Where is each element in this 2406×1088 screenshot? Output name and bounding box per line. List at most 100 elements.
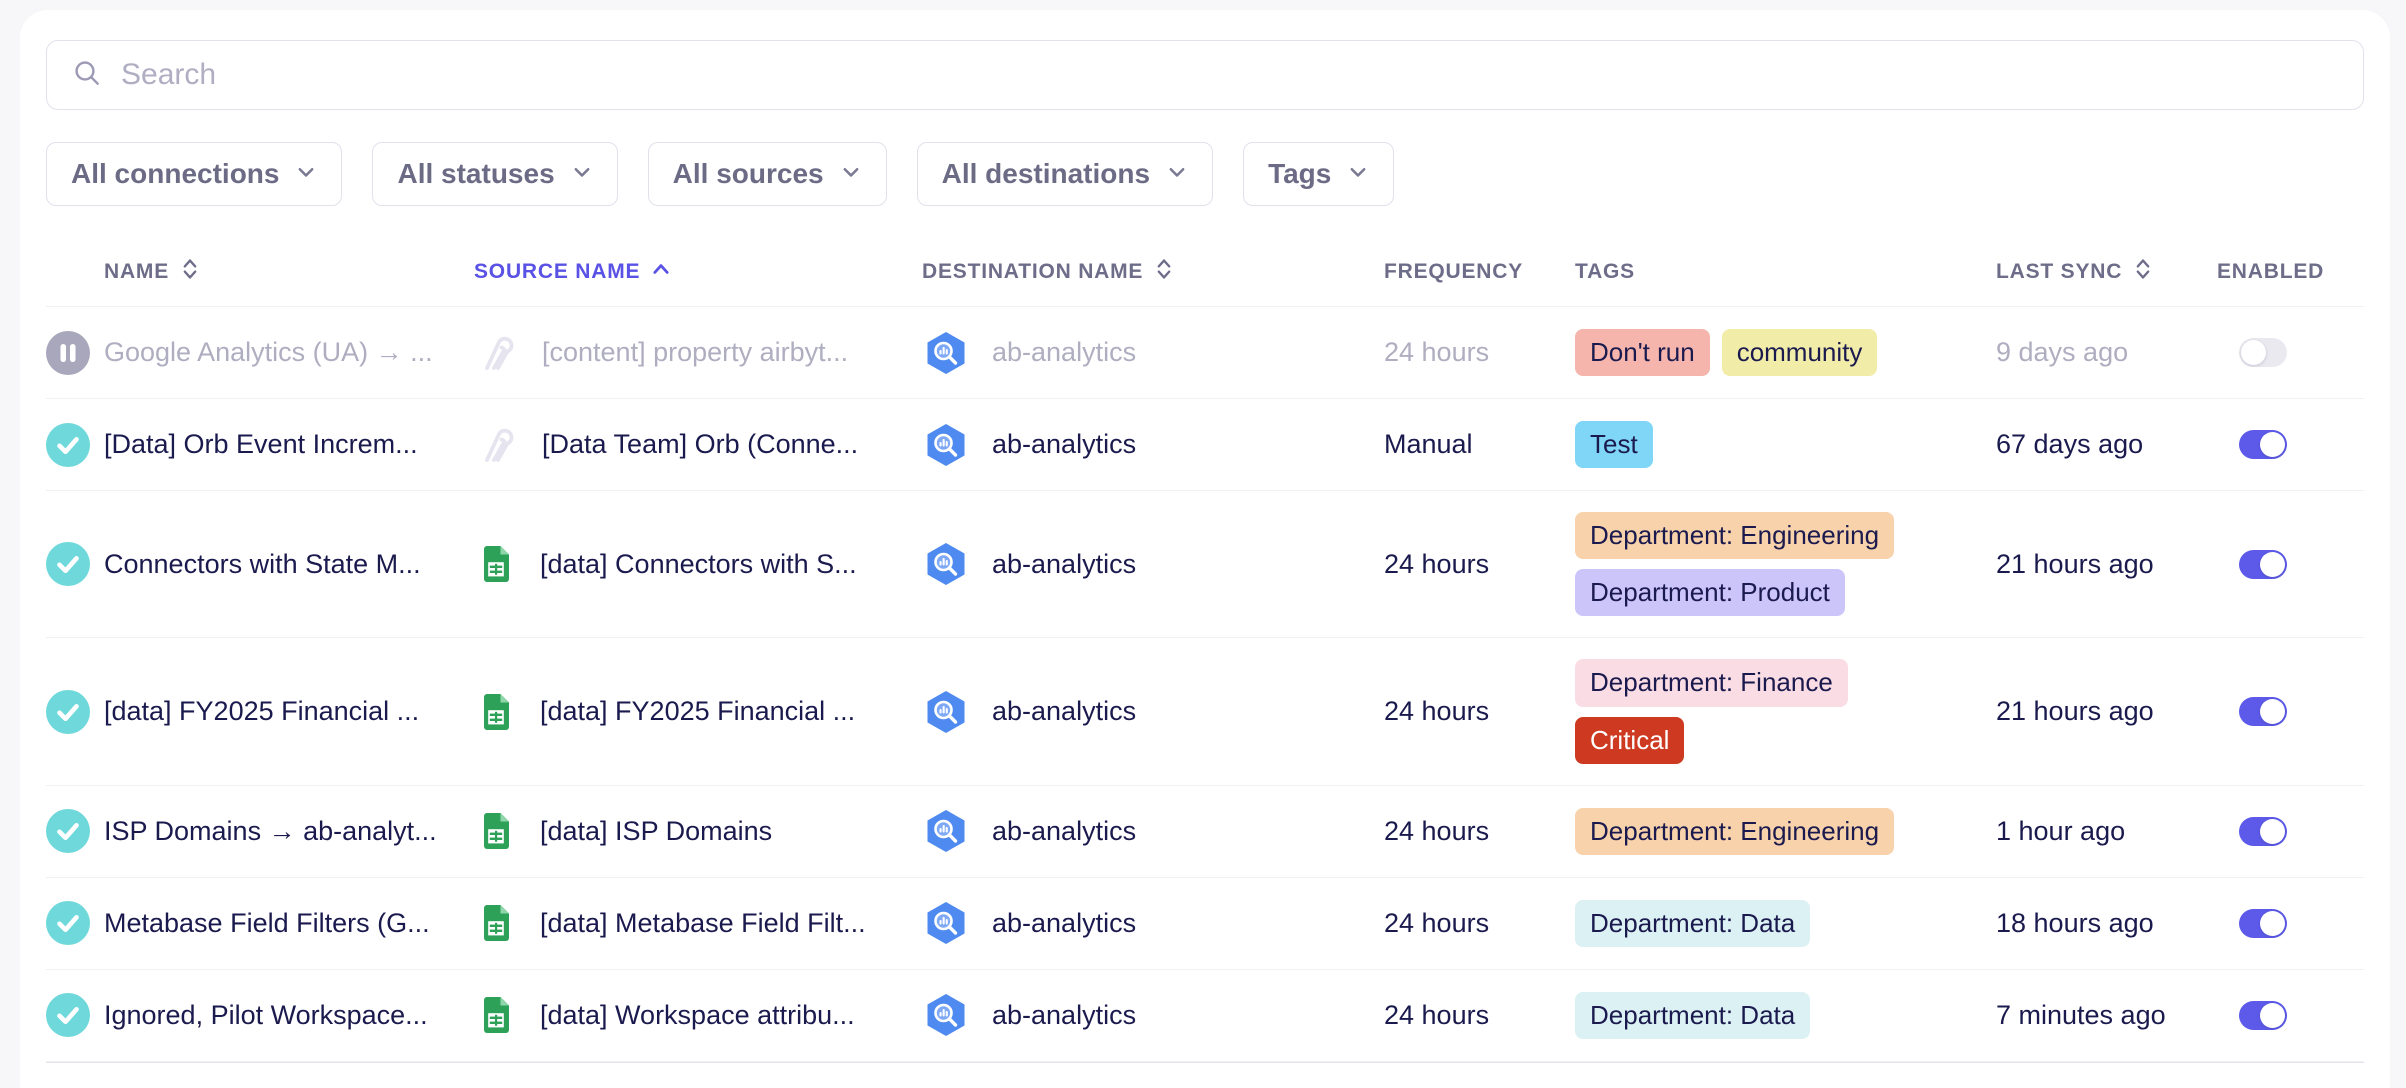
table-row[interactable]: Ignored, Pilot Workspace... [data] Works… bbox=[46, 969, 2364, 1062]
check-status-icon bbox=[46, 809, 90, 854]
tag: Department: Data bbox=[1575, 991, 1811, 1039]
filter-label: Tags bbox=[1268, 158, 1332, 189]
enabled-toggle[interactable] bbox=[2239, 1000, 2287, 1030]
enabled-toggle[interactable] bbox=[2239, 549, 2287, 579]
enabled-toggle[interactable] bbox=[2239, 908, 2287, 938]
connection-name: Metabase Field Filters (G... bbox=[104, 907, 430, 938]
sort-ascending-icon bbox=[650, 258, 672, 286]
table-row[interactable]: [data] FY2025 Financial ... [data] FY202… bbox=[46, 638, 2364, 786]
tag: Critical bbox=[1575, 716, 1685, 764]
sort-icon bbox=[179, 256, 201, 288]
connections-panel: All connections All statuses All sources… bbox=[20, 10, 2390, 1088]
source-name: [data] Connectors with S... bbox=[540, 548, 857, 579]
connection-name: ISP Domains → ab-analyt... bbox=[104, 815, 437, 846]
tag: Department: Finance bbox=[1575, 659, 1848, 707]
search-input[interactable] bbox=[121, 58, 2339, 92]
column-label: FREQUENCY bbox=[1384, 260, 1524, 283]
table-row[interactable]: Google Analytics (UA) → ... [content] pr… bbox=[46, 307, 2364, 399]
column-label: NAME bbox=[104, 260, 170, 283]
airbyte-icon bbox=[474, 330, 520, 376]
last-sync: 21 hours ago bbox=[1996, 548, 2154, 579]
tag: Department: Engineering bbox=[1575, 807, 1895, 855]
frequency: 24 hours bbox=[1384, 337, 1490, 367]
source-name: [data] Metabase Field Filt... bbox=[540, 907, 866, 938]
tags-cell: Test bbox=[1575, 420, 1653, 469]
google-sheets-icon bbox=[474, 690, 518, 734]
tags-cell: Department: Engineering bbox=[1575, 807, 1895, 855]
column-header-frequency: FREQUENCY bbox=[1384, 260, 1575, 284]
frequency: 24 hours bbox=[1384, 815, 1490, 846]
connection-name: [data] FY2025 Financial ... bbox=[104, 696, 420, 727]
connection-name: [Data] Orb Event Increm... bbox=[104, 429, 418, 459]
tags-cell: Don't run community bbox=[1575, 328, 1878, 377]
filter-label: All connections bbox=[71, 158, 280, 189]
last-sync: 1 hour ago bbox=[1996, 815, 2126, 846]
column-header-source-name[interactable]: SOURCE NAME bbox=[474, 258, 922, 286]
last-sync: 67 days ago bbox=[1996, 429, 2144, 459]
sort-icon bbox=[1153, 256, 1175, 288]
google-sheets-icon bbox=[474, 809, 518, 853]
destination-name: ab-analytics bbox=[992, 337, 1137, 367]
source-name: [data] FY2025 Financial ... bbox=[540, 696, 856, 727]
source-name: [Data Team] Orb (Conne... bbox=[542, 429, 859, 459]
filter-label: All statuses bbox=[397, 158, 555, 189]
chevron-down-icon bbox=[1166, 158, 1188, 190]
tag: Test bbox=[1575, 420, 1653, 469]
column-label: TAGS bbox=[1575, 260, 1635, 283]
frequency: 24 hours bbox=[1384, 548, 1490, 579]
frequency: 24 hours bbox=[1384, 907, 1490, 938]
search-box[interactable] bbox=[46, 40, 2364, 110]
last-sync: 21 hours ago bbox=[1996, 696, 2154, 727]
column-header-last-sync[interactable]: LAST SYNC bbox=[1996, 256, 2217, 288]
airbyte-icon bbox=[474, 422, 520, 468]
table-row[interactable]: [Data] Orb Event Increm... [Data Team] O… bbox=[46, 399, 2364, 491]
bigquery-icon bbox=[922, 421, 970, 469]
tags-cell: Department: Engineering Department: Produ… bbox=[1575, 512, 1915, 617]
bigquery-icon bbox=[922, 807, 970, 855]
table-row[interactable]: ISP Domains → ab-analyt... [data] ISP Do… bbox=[46, 785, 2364, 878]
source-name: [data] Workspace attribu... bbox=[540, 999, 855, 1030]
connection-name: Connectors with State M... bbox=[104, 548, 421, 579]
tags-cell: Department: Finance Critical bbox=[1575, 659, 1915, 764]
last-sync: 9 days ago bbox=[1996, 337, 2129, 367]
last-sync: 7 minutes ago bbox=[1996, 999, 2166, 1030]
frequency: 24 hours bbox=[1384, 696, 1490, 727]
bigquery-icon bbox=[922, 991, 970, 1039]
column-label: DESTINATION NAME bbox=[922, 260, 1144, 283]
destination-name: ab-analytics bbox=[992, 999, 1137, 1030]
destinations-filter-dropdown[interactable]: All destinations bbox=[916, 142, 1214, 206]
table-header: NAME SOURCE NAME DESTINATION NAME FREQUE… bbox=[46, 236, 2364, 307]
chevron-down-icon bbox=[571, 158, 593, 190]
column-header-name[interactable]: NAME bbox=[46, 256, 474, 288]
tag: Department: Data bbox=[1575, 899, 1811, 947]
destination-name: ab-analytics bbox=[992, 696, 1137, 727]
check-status-icon bbox=[46, 689, 90, 734]
table-row[interactable]: Connectors with State M... [data] Connec… bbox=[46, 491, 2364, 639]
enabled-toggle[interactable] bbox=[2239, 430, 2287, 459]
column-header-destination-name[interactable]: DESTINATION NAME bbox=[922, 256, 1384, 288]
table-row[interactable]: Metabase Field Filters (G... [data] Meta… bbox=[46, 877, 2364, 970]
chevron-down-icon bbox=[1347, 158, 1369, 190]
bigquery-icon bbox=[922, 688, 970, 736]
statuses-filter-dropdown[interactable]: All statuses bbox=[372, 142, 618, 206]
tags-cell: Department: Data bbox=[1575, 899, 1811, 947]
check-status-icon bbox=[46, 422, 90, 467]
check-status-icon bbox=[46, 901, 90, 946]
check-status-icon bbox=[46, 542, 90, 587]
enabled-toggle[interactable] bbox=[2239, 338, 2287, 367]
tags-filter-dropdown[interactable]: Tags bbox=[1243, 142, 1395, 206]
google-sheets-icon bbox=[474, 542, 518, 586]
last-sync: 18 hours ago bbox=[1996, 907, 2154, 938]
destination-name: ab-analytics bbox=[992, 907, 1137, 938]
enabled-toggle[interactable] bbox=[2239, 816, 2287, 846]
destination-name: ab-analytics bbox=[992, 429, 1137, 459]
sources-filter-dropdown[interactable]: All sources bbox=[647, 142, 887, 206]
destination-name: ab-analytics bbox=[992, 548, 1137, 579]
connection-name: Ignored, Pilot Workspace... bbox=[104, 999, 428, 1030]
enabled-toggle[interactable] bbox=[2239, 697, 2287, 727]
filter-bar: All connections All statuses All sources… bbox=[46, 142, 2364, 206]
connections-filter-dropdown[interactable]: All connections bbox=[46, 142, 343, 206]
column-header-tags: TAGS bbox=[1575, 260, 1996, 284]
check-status-icon bbox=[46, 993, 90, 1038]
column-label: SOURCE NAME bbox=[474, 260, 641, 283]
